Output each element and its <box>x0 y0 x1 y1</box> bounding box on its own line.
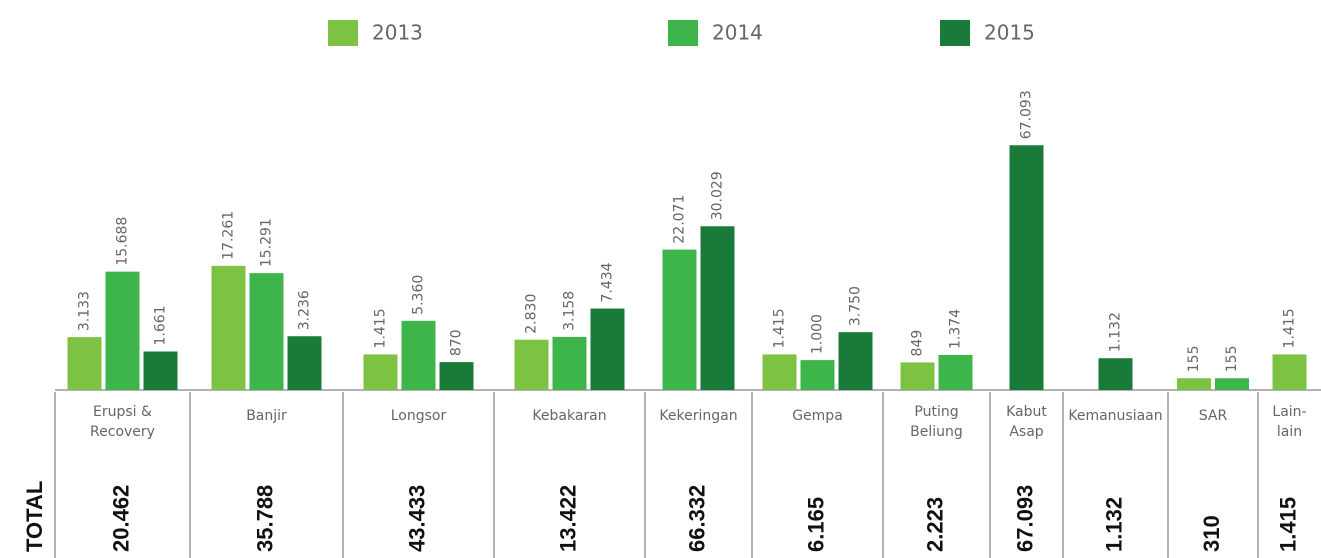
bar <box>700 226 735 390</box>
value-label: 3.236 <box>297 290 313 330</box>
legend-swatch <box>328 20 358 46</box>
value-label: 22.071 <box>672 195 688 244</box>
total-value: 2.223 <box>922 497 947 552</box>
bar <box>1215 378 1249 390</box>
bar <box>1009 145 1044 390</box>
bar <box>662 249 697 390</box>
bar <box>143 351 178 390</box>
bar <box>401 320 436 390</box>
value-label: 15.291 <box>259 218 275 267</box>
total-value: 20.462 <box>108 485 133 552</box>
category-label: Gempa <box>792 408 843 424</box>
value-label: 1.132 <box>1108 312 1124 352</box>
value-label: 17.261 <box>221 211 237 260</box>
category-label: Banjir <box>246 408 287 424</box>
value-label: 1.415 <box>373 308 389 348</box>
bar <box>1272 354 1307 390</box>
legend-swatch <box>668 20 698 46</box>
bar <box>67 337 102 390</box>
bar <box>1177 378 1211 390</box>
category-label: Kemanusiaan <box>1068 408 1162 424</box>
value-label: 1.374 <box>948 309 964 349</box>
value-label: 849 <box>910 330 926 357</box>
bar <box>439 362 474 390</box>
category-label: SAR <box>1199 408 1228 424</box>
legend-swatch <box>940 20 970 46</box>
bar <box>1098 358 1133 390</box>
value-label: 155 <box>1186 346 1202 373</box>
value-label: 155 <box>1224 346 1240 373</box>
legend-label: 2014 <box>712 21 763 45</box>
bar <box>762 354 797 390</box>
value-label: 3.750 <box>848 286 864 326</box>
bar <box>800 360 835 390</box>
legend-label: 2013 <box>372 21 423 45</box>
value-label: 67.093 <box>1019 90 1035 139</box>
total-heading: TOTAL <box>22 481 47 552</box>
total-value: 310 <box>1199 515 1224 552</box>
bar <box>590 308 625 390</box>
total-value: 6.165 <box>803 497 828 552</box>
total-value: 35.788 <box>252 485 277 552</box>
value-label: 2.830 <box>524 294 540 334</box>
category-label: Longsor <box>391 408 447 424</box>
total-value: 1.415 <box>1275 497 1300 552</box>
category-label: Kekeringan <box>659 408 737 424</box>
total-value: 67.093 <box>1012 485 1037 552</box>
category-label: Kabut Asap <box>1006 404 1047 440</box>
total-value: 1.132 <box>1101 497 1126 552</box>
value-label: 1.661 <box>153 305 169 345</box>
value-label: 7.434 <box>600 262 616 302</box>
bar <box>287 336 322 390</box>
bar <box>552 336 587 390</box>
total-value: 13.422 <box>555 485 580 552</box>
bar <box>900 362 935 390</box>
value-label: 5.360 <box>411 275 427 315</box>
bar <box>514 339 549 390</box>
value-label: 3.158 <box>562 291 578 331</box>
bar <box>211 265 246 390</box>
bar <box>105 271 140 390</box>
value-label: 1.415 <box>772 308 788 348</box>
value-label: 3.133 <box>77 291 93 331</box>
bar <box>363 354 398 390</box>
bar <box>938 354 973 390</box>
value-label: 870 <box>449 329 465 356</box>
value-label: 1.415 <box>1282 308 1298 348</box>
value-label: 15.688 <box>115 217 131 266</box>
bar <box>249 273 284 390</box>
total-value: 66.332 <box>684 485 709 552</box>
category-label: Kebakaran <box>532 408 606 424</box>
category-label: Lain-lain <box>1272 404 1306 440</box>
total-value: 43.433 <box>404 485 429 552</box>
legend-label: 2015 <box>984 21 1035 45</box>
category-label: Erupsi & Recovery <box>90 404 155 440</box>
category-label: Puting Beliung <box>910 404 963 440</box>
value-label: 1.000 <box>810 314 826 354</box>
value-label: 30.029 <box>710 171 726 220</box>
bar <box>838 332 873 390</box>
